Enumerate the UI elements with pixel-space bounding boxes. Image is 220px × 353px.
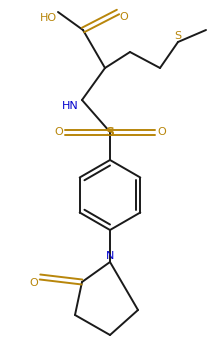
Text: HN: HN [62,101,79,111]
Text: N: N [106,251,114,261]
Text: O: O [54,127,63,137]
Text: O: O [119,12,128,22]
Text: HO: HO [40,13,57,23]
Text: S: S [106,126,114,138]
Text: O: O [29,278,38,288]
Text: S: S [174,31,182,41]
Text: O: O [157,127,166,137]
